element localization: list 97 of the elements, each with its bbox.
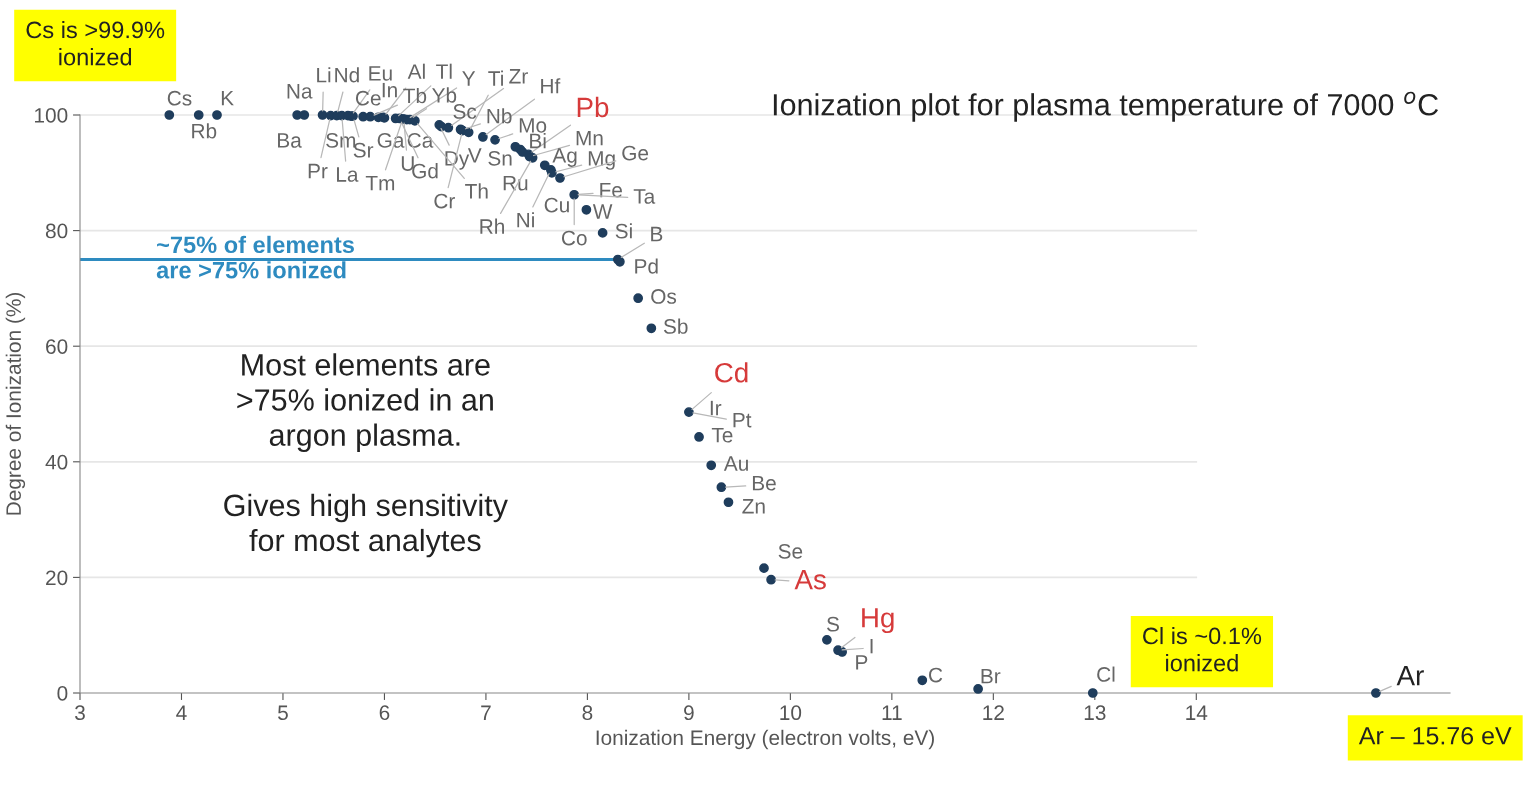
- annotation: Pd: [635, 258, 658, 274]
- annotation: V: [467, 148, 482, 163]
- annotation: Zn: [742, 499, 765, 514]
- annotation: P: [856, 655, 868, 670]
- annotation: Rh: [480, 218, 504, 234]
- annotation: Nb: [487, 108, 512, 124]
- x-tick-label: 12: [983, 705, 1004, 720]
- annotation: Hf: [541, 78, 561, 94]
- annotation: Pb: [577, 96, 609, 118]
- annotation: U: [401, 156, 414, 171]
- annotation: In: [382, 82, 397, 98]
- annotation: Cl is ~0.1% ionized: [1143, 626, 1262, 672]
- annotation: Ar: [1396, 666, 1424, 686]
- annotation: Ir: [710, 400, 722, 416]
- annotation: Ta: [633, 189, 656, 204]
- annotation: Se: [778, 543, 803, 559]
- annotation: Ga: [377, 133, 405, 148]
- y-tick-label: 40: [45, 454, 68, 470]
- annotation: K: [221, 91, 234, 106]
- annotation: Tm: [365, 175, 395, 191]
- annotation: Be: [752, 475, 776, 491]
- annotation: Pt: [733, 412, 752, 428]
- y-tick-label: 80: [45, 223, 68, 239]
- annotation: As: [794, 570, 826, 590]
- annotation: Cd: [715, 362, 748, 383]
- annotation: Te: [711, 428, 733, 443]
- annotation: Rb: [192, 123, 217, 139]
- x-tick-label: 8: [582, 705, 593, 721]
- annotation: Ce: [355, 90, 381, 106]
- annotation: Os: [651, 289, 677, 304]
- annotation: Ca: [407, 133, 434, 148]
- annotation: Ba: [278, 133, 302, 148]
- annotation: Hg: [862, 608, 894, 634]
- x-tick-label: 7: [481, 705, 491, 720]
- annotation: Na: [287, 84, 313, 99]
- x-tick-label: 14: [1186, 705, 1208, 720]
- ref-line-label: ~75% of elements are >75% ionized: [156, 235, 354, 279]
- annotation: C: [929, 667, 943, 683]
- annotation: Au: [723, 456, 748, 471]
- y-tick-label: 0: [57, 686, 68, 701]
- chart-title: Ionization plot for plasma temperature of 7000 $^{o}$C: [773, 91, 1439, 122]
- annotation: Ag: [552, 148, 577, 167]
- annotation: Cu: [544, 197, 569, 213]
- annotation: Li: [317, 67, 331, 83]
- annotation: Cr: [434, 193, 455, 209]
- annotation: B: [651, 226, 663, 242]
- annotation: I: [870, 638, 873, 654]
- annotation: Y: [462, 71, 476, 86]
- x-tick-label: 6: [379, 705, 390, 721]
- annotation: Al: [407, 63, 425, 79]
- annotation: Sb: [663, 318, 688, 334]
- text: Cs is >99.9% ionized: [26, 20, 165, 66]
- annotation: Eu: [369, 66, 392, 81]
- annotation: La: [337, 167, 359, 182]
- annotation: Sc: [453, 104, 477, 119]
- x-tick-label: 5: [278, 705, 288, 721]
- annotation: W: [592, 204, 613, 219]
- x-tick-label: 3: [75, 705, 85, 721]
- annotation: Zr: [509, 69, 528, 84]
- annotation: Ru: [503, 175, 528, 191]
- annotation: Sr: [353, 142, 374, 158]
- annotation: Mn: [576, 130, 603, 146]
- annotation: Tl: [436, 63, 452, 79]
- x-tick-label: 9: [684, 705, 694, 721]
- annotation: Th: [465, 183, 488, 199]
- annotation: Ge: [622, 145, 649, 161]
- annotation: Yb: [432, 87, 457, 103]
- annotation: Dy: [445, 151, 470, 170]
- x-tick-label: 13: [1084, 705, 1106, 721]
- x-tick-label: 11: [882, 705, 902, 720]
- annotation: Ti: [488, 70, 503, 86]
- annotation: Mg: [588, 151, 615, 170]
- annotation: Mo: [519, 118, 547, 133]
- annotation: Sm: [326, 133, 356, 148]
- annotation: S: [826, 616, 839, 632]
- annotation: Fe: [600, 182, 622, 198]
- annotation: Cl: [1097, 666, 1115, 682]
- y-tick-label: 100: [35, 108, 68, 123]
- annotation: Tb: [403, 87, 427, 104]
- x-tick-label: 4: [176, 705, 187, 720]
- x-tick-label: 10: [780, 705, 802, 721]
- text: Most elements are >75% ionized in an argon plasma. Gives high sensitivity for most analytes: [224, 353, 508, 558]
- annotation: Cs: [167, 90, 192, 106]
- annotation: Nd: [335, 67, 359, 83]
- annotation: Ni: [517, 212, 534, 228]
- y-tick-label: 60: [46, 339, 68, 354]
- y-tick-label: 20: [46, 570, 68, 586]
- annotation: Sn: [488, 150, 512, 166]
- x-axis-title: Ionization Energy (electron volts, eV): [596, 729, 934, 750]
- annotation: Br: [981, 669, 1001, 684]
- annotation: Si: [615, 223, 632, 239]
- annotation: Co: [561, 230, 587, 246]
- annotation: Pr: [308, 163, 328, 179]
- y-axis-title: Degree of Ionization (%): [5, 292, 26, 515]
- annotation: Gd: [412, 163, 438, 179]
- annotation: Bi: [530, 133, 546, 149]
- text: Ar – 15.76 eV: [1358, 726, 1512, 745]
